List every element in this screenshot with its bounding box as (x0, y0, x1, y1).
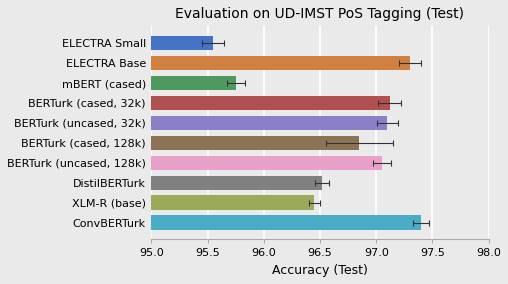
Bar (151, 195, 314, 210)
Bar (151, 76, 236, 90)
Bar (151, 156, 382, 170)
Bar (151, 216, 421, 230)
Bar (151, 36, 213, 50)
Bar (151, 56, 410, 70)
Title: Evaluation on UD-IMST PoS Tagging (Test): Evaluation on UD-IMST PoS Tagging (Test) (175, 7, 464, 21)
Bar (151, 96, 390, 110)
Bar (151, 136, 359, 150)
Bar (151, 116, 388, 130)
Bar (151, 176, 322, 190)
X-axis label: Accuracy (Test): Accuracy (Test) (272, 264, 368, 277)
